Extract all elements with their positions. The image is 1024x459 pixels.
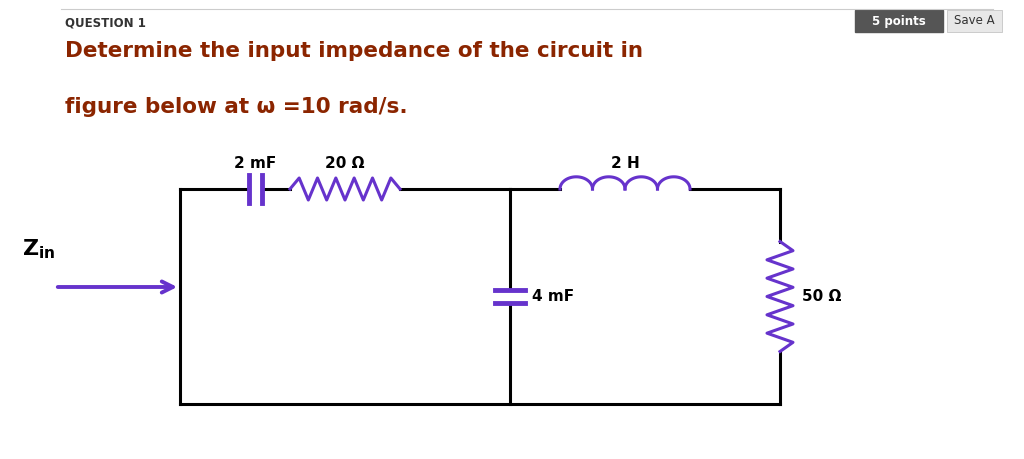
Text: Save A: Save A: [954, 15, 994, 28]
Text: figure below at ω =10 rad/s.: figure below at ω =10 rad/s.: [65, 97, 408, 117]
Text: 20 Ω: 20 Ω: [326, 156, 365, 171]
Text: 2 mF: 2 mF: [233, 156, 276, 171]
Text: $\mathbf{Z_{in}}$: $\mathbf{Z_{in}}$: [22, 237, 55, 261]
Text: 5 points: 5 points: [872, 15, 926, 28]
Text: 4 mF: 4 mF: [532, 289, 574, 304]
FancyBboxPatch shape: [947, 10, 1002, 32]
Text: 50 Ω: 50 Ω: [802, 289, 842, 304]
Text: 2 H: 2 H: [610, 156, 639, 171]
FancyBboxPatch shape: [855, 10, 943, 32]
Text: Determine the input impedance of the circuit in: Determine the input impedance of the cir…: [65, 41, 643, 61]
Text: QUESTION 1: QUESTION 1: [65, 17, 145, 30]
